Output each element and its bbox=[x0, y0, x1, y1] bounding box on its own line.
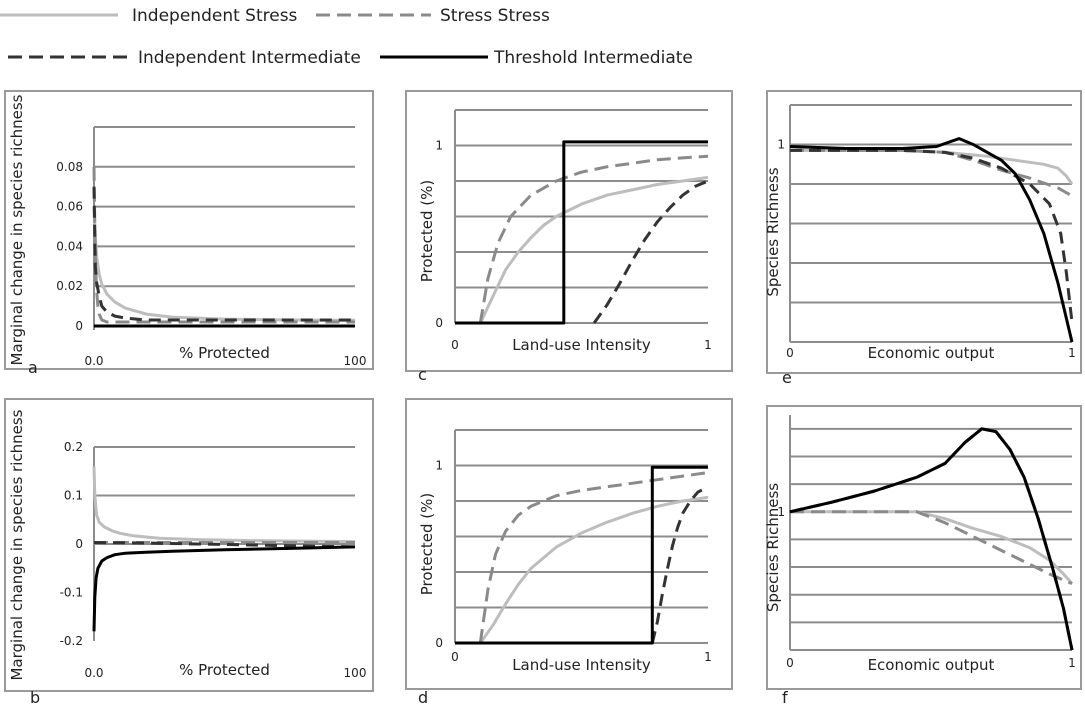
legend-label: Independent Stress bbox=[132, 6, 298, 26]
chart-panel-d: 0 1 0 1 Land-use Intensity Protected (%) d bbox=[405, 398, 733, 707]
series-stress-stress bbox=[478, 471, 709, 644]
chart-frame bbox=[766, 405, 1082, 690]
y-tick-label: 1 bbox=[435, 459, 443, 473]
y-axis-label: Protected (%) bbox=[418, 493, 436, 596]
series-independent-intermediate bbox=[790, 148, 1074, 323]
x-tick-label: 0 bbox=[451, 338, 459, 352]
y-axis-label: Species Richness bbox=[764, 483, 782, 612]
y-axis-label: Marginal change in species richness bbox=[8, 409, 26, 680]
series-independent-stress bbox=[479, 495, 709, 644]
chart-frame bbox=[405, 90, 733, 372]
y-axis-label: Species Richness bbox=[764, 167, 782, 296]
chart-panel-c: 0 1 0 1 Land-use Intensity Protected (%) c bbox=[405, 90, 733, 384]
series-independent-intermediate bbox=[592, 179, 709, 324]
x-tick-label: 0 bbox=[786, 656, 794, 670]
chart-svg: 0 1 0 1 Land-use Intensity Protected (%) bbox=[405, 90, 733, 372]
chart-svg: 1 0 1 Economic output Species Richness bbox=[764, 90, 1082, 374]
chart-svg: 1 0 1 Economic output Species Richness bbox=[764, 405, 1082, 690]
x-axis-label: Land-use Intensity bbox=[512, 336, 651, 354]
chart-svg: -0.2 -0.1 0 0.1 0.2 0.0 100 % Protected Marginal… bbox=[4, 398, 374, 692]
legend-label: Independent Intermediate bbox=[138, 48, 361, 68]
x-axis-label: Economic output bbox=[868, 344, 995, 362]
chart-frame bbox=[766, 90, 1082, 374]
panel-letter: f bbox=[782, 688, 788, 707]
legend-label: Threshold Intermediate bbox=[494, 48, 693, 68]
legend-label: Stress Stress bbox=[440, 6, 550, 26]
panel-letter: c bbox=[418, 365, 427, 384]
series-independent-intermediate bbox=[92, 186, 355, 322]
panel-letter: b bbox=[30, 688, 41, 707]
y-tick-label: 0 bbox=[75, 537, 83, 551]
x-axis-label: % Protected bbox=[179, 344, 270, 362]
y-tick-label: 0.04 bbox=[56, 239, 83, 253]
x-axis-label: Land-use Intensity bbox=[512, 656, 651, 674]
chart-panel-b: -0.2 -0.1 0 0.1 0.2 0.0 100 % Protected Marginal… bbox=[4, 398, 374, 707]
legend-swatch-independent-intermediate bbox=[8, 55, 128, 59]
series-stress-stress bbox=[92, 166, 355, 324]
x-tick-label: 1 bbox=[704, 338, 712, 352]
y-axis-label: Protected (%) bbox=[418, 180, 436, 283]
legend-swatch-threshold-intermediate bbox=[380, 55, 488, 59]
legend-swatch-stress-stress bbox=[316, 13, 431, 17]
y-tick-label: 1 bbox=[777, 505, 785, 519]
chart-panel-e: 1 0 1 Economic output Species Richness e bbox=[764, 90, 1082, 387]
series-threshold-intermediate bbox=[92, 545, 356, 632]
y-axis-label: Marginal change in species richness bbox=[8, 94, 26, 365]
chart-frame bbox=[4, 398, 374, 692]
x-tick-label: 1 bbox=[1068, 346, 1076, 360]
y-tick-label: 0.06 bbox=[56, 200, 83, 214]
x-tick-label: 1 bbox=[1068, 656, 1076, 670]
y-tick-label: 0.2 bbox=[64, 440, 83, 454]
x-tick-label: 0.0 bbox=[84, 354, 103, 368]
series-stress-stress bbox=[790, 148, 1073, 198]
x-axis-label: Economic output bbox=[868, 656, 995, 674]
legend-swatch-independent-stress bbox=[0, 13, 118, 17]
series-threshold-intermediate bbox=[455, 465, 708, 645]
y-tick-label: 0 bbox=[435, 316, 443, 330]
series-independent-stress bbox=[92, 466, 356, 544]
x-axis-label: % Protected bbox=[179, 661, 270, 679]
y-tick-label: -0.2 bbox=[60, 634, 83, 648]
legend: Independent Stress Stress Stress Indepen… bbox=[0, 0, 1085, 80]
y-tick-label: 1 bbox=[435, 139, 443, 153]
panel-letter: e bbox=[782, 368, 792, 387]
series-stress-stress bbox=[478, 154, 709, 324]
y-tick-label: 0 bbox=[75, 319, 83, 333]
y-tick-label: 0.02 bbox=[56, 279, 83, 293]
chart-svg: 0 1 0 1 Land-use Intensity Protected (%) bbox=[405, 398, 733, 690]
chart-frame bbox=[405, 398, 733, 690]
y-tick-label: -0.1 bbox=[60, 586, 83, 600]
x-tick-label: 100 bbox=[344, 354, 367, 368]
x-tick-label: 0.0 bbox=[84, 666, 103, 680]
y-tick-label: 0 bbox=[435, 636, 443, 650]
x-tick-label: 0 bbox=[451, 650, 459, 664]
panel-letter: a bbox=[28, 358, 38, 377]
series-independent-stress bbox=[790, 510, 1074, 585]
series-threshold-intermediate bbox=[455, 140, 708, 325]
series-threshold-intermediate bbox=[789, 427, 1074, 651]
series-independent-intermediate bbox=[93, 541, 356, 549]
chart-panel-f: 1 0 1 Economic output Species Richness f bbox=[764, 405, 1082, 707]
x-tick-label: 0 bbox=[786, 346, 794, 360]
y-tick-label: 0.08 bbox=[56, 160, 83, 174]
series-independent-intermediate bbox=[650, 485, 709, 644]
chart-panel-a: 0 0.02 0.04 0.06 0.08 0.0 100 % Protected Margin… bbox=[4, 90, 374, 377]
series-independent-stress bbox=[92, 206, 356, 322]
series-threshold-intermediate bbox=[789, 137, 1074, 343]
chart-frame bbox=[4, 90, 374, 370]
x-tick-label: 1 bbox=[704, 650, 712, 664]
x-tick-label: 100 bbox=[344, 666, 367, 680]
y-tick-label: 1 bbox=[777, 138, 785, 152]
chart-svg: 0 0.02 0.04 0.06 0.08 0.0 100 % Protected Margin… bbox=[4, 90, 374, 370]
y-tick-label: 0.1 bbox=[64, 489, 83, 503]
series-independent-stress bbox=[478, 175, 709, 324]
panel-letter: d bbox=[418, 688, 429, 707]
